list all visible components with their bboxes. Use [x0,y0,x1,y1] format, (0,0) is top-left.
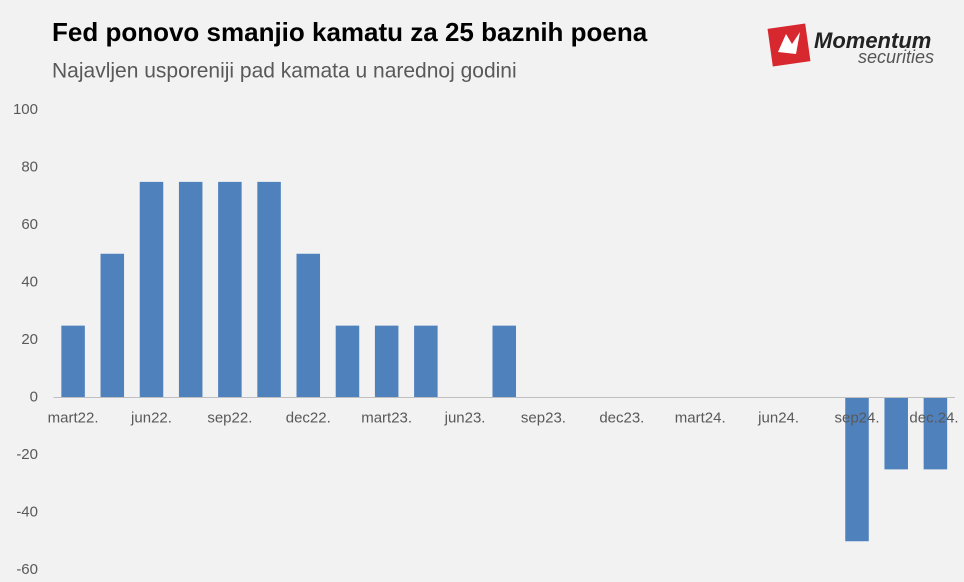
bar [296,253,321,398]
bar [178,181,203,398]
x-tick-label: dec.24. [909,409,958,426]
x-tick-label: mart24. [675,409,726,426]
bar [374,325,399,398]
bar [884,397,908,470]
chart-title: Fed ponovo smanjio kamatu za 25 baznih p… [52,17,648,47]
bar [100,253,125,398]
logo-tagline: securities [858,47,934,67]
chart-subtitle: Najavljen usporeniji pad kamata u naredn… [52,60,517,83]
x-tick-label: jun23. [444,409,486,426]
x-tick-label: dec22. [286,409,331,426]
bar [257,181,281,398]
x-tick-label: mart22. [48,409,99,426]
y-tick-label: 0 [30,388,38,405]
logo-name: Momentum [814,28,931,53]
x-tick-label: sep23. [521,409,566,426]
bar [492,325,517,398]
x-tick-label: sep24. [834,409,879,426]
bar [61,325,85,398]
bar [923,397,948,470]
logo-glyph [778,32,800,54]
x-tick-label: jun22. [130,409,172,426]
y-tick-label: -40 [16,503,38,520]
y-tick-label: -60 [16,561,38,578]
x-tick-label: jun24. [757,409,799,426]
x-tick-label: dec23. [599,409,644,426]
bar [218,181,242,398]
bar [139,181,164,398]
y-tick-label: 100 [13,101,38,118]
y-tick-label: 20 [21,331,38,348]
logo: Momentum securities [767,23,934,67]
y-tick-label: -20 [16,446,38,463]
bar [845,397,869,542]
x-tick-label: mart23. [361,409,412,426]
x-tick-label: sep22. [207,409,252,426]
y-tick-label: 60 [21,216,38,233]
bar [335,325,360,398]
bar [414,325,438,398]
y-tick-label: 40 [21,273,38,290]
y-tick-label: 80 [21,158,38,175]
